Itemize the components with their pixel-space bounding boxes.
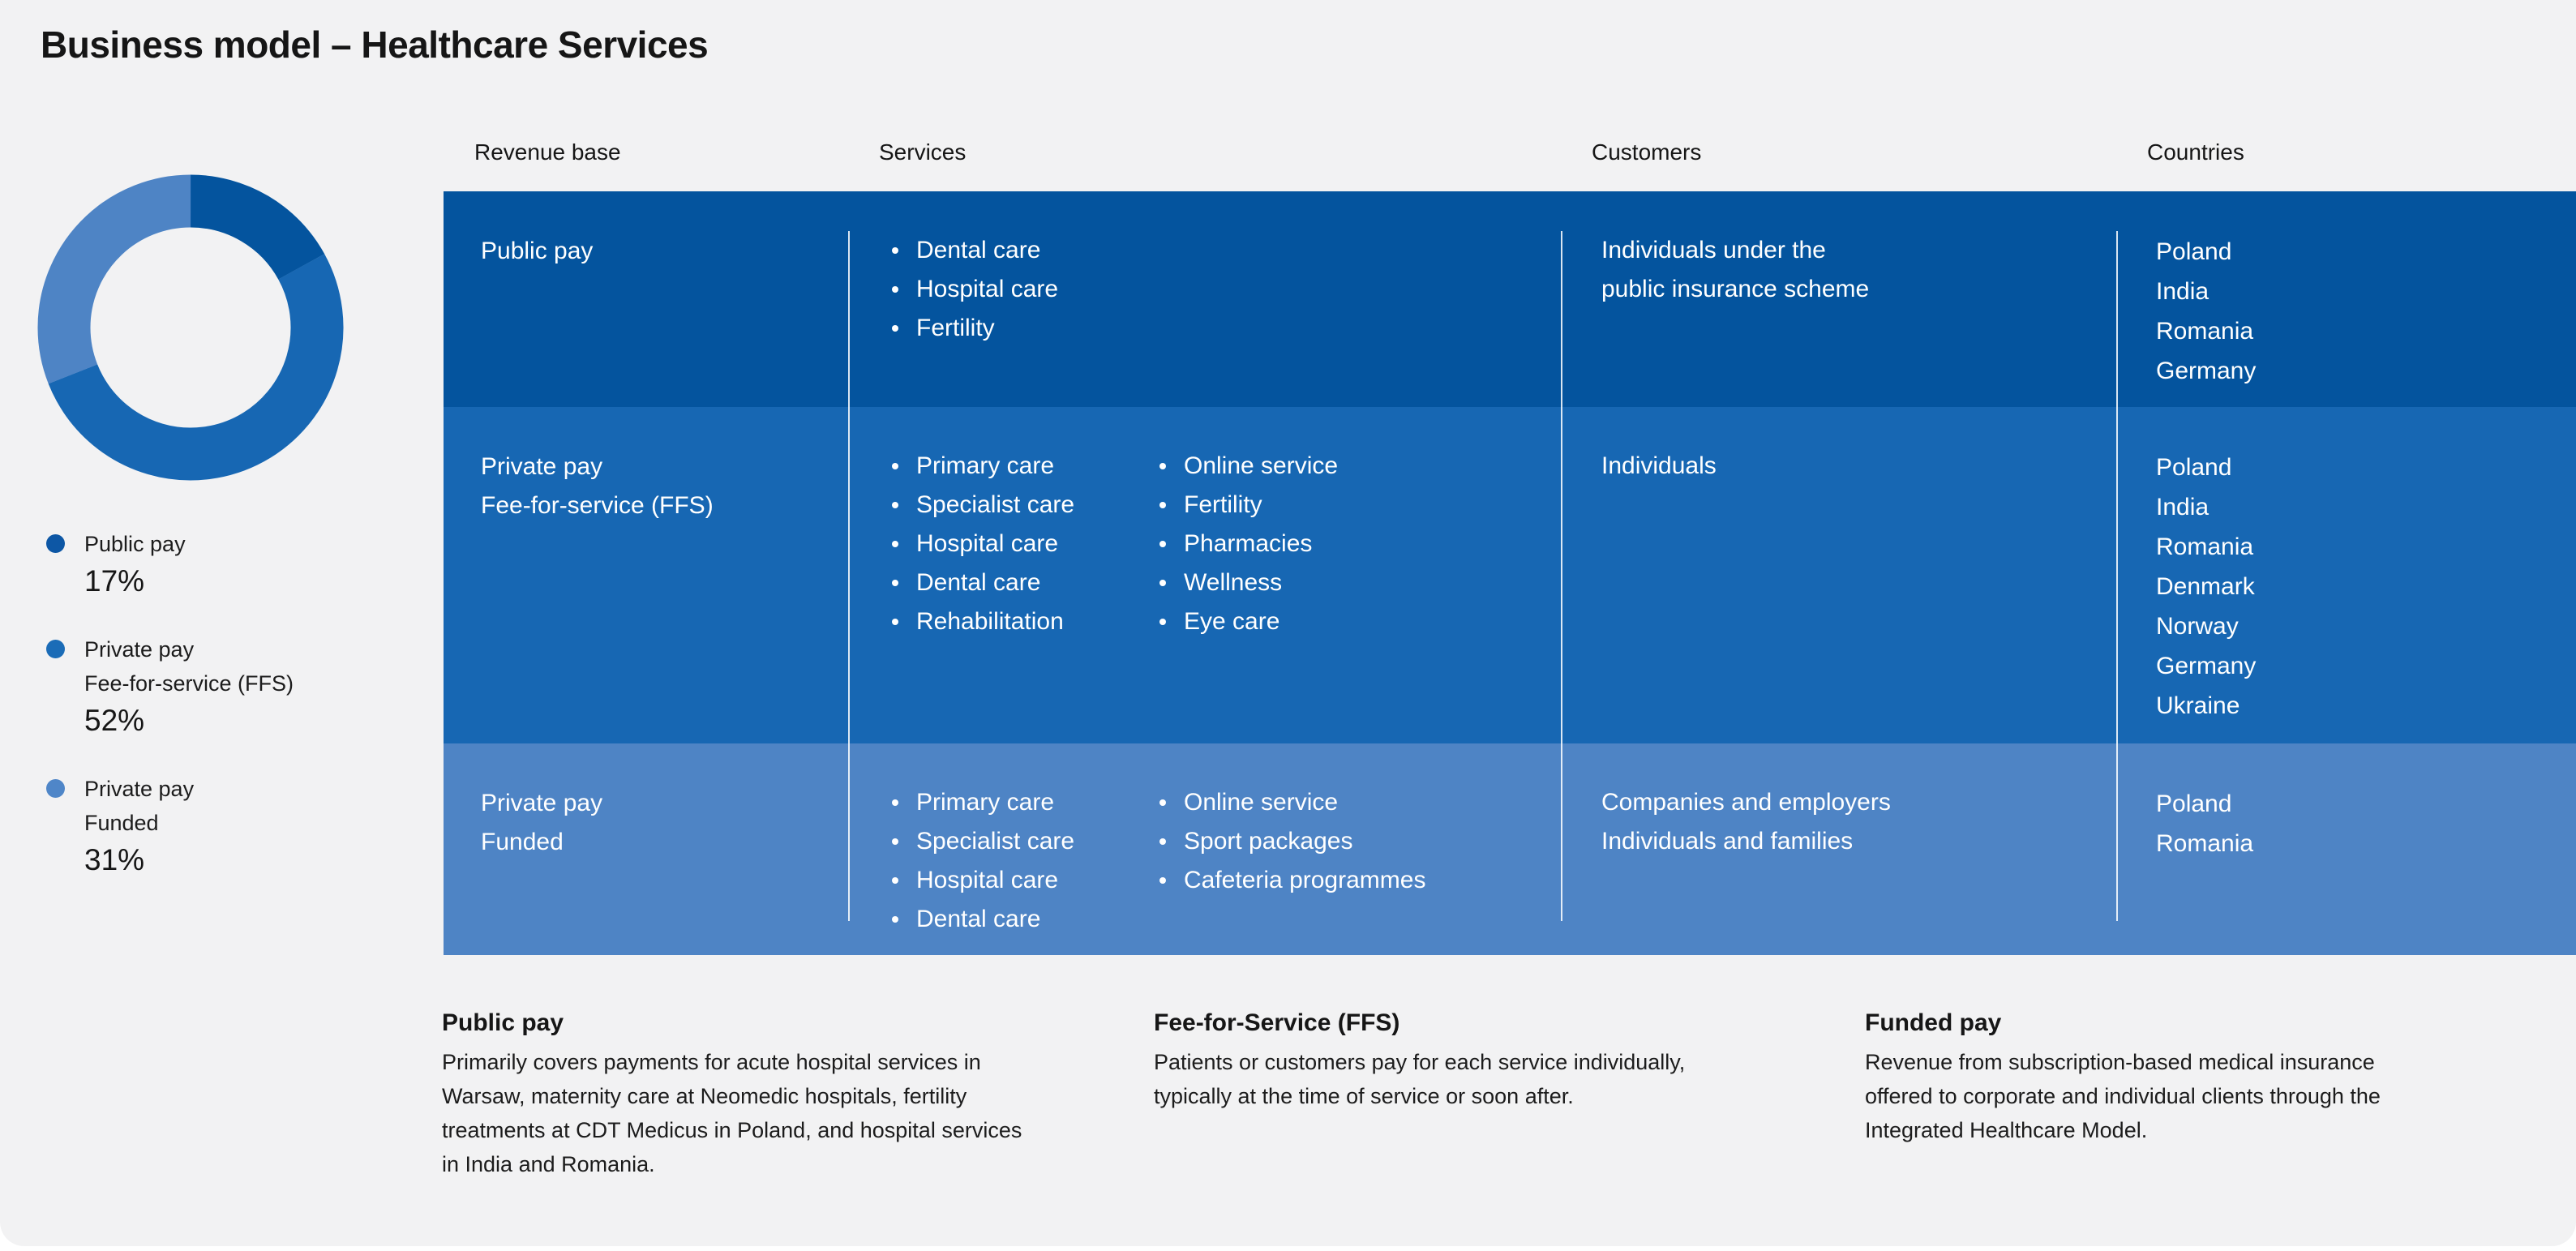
column-divider (848, 231, 850, 921)
services-cell: Primary care Specialist care Hospital ca… (848, 407, 1561, 743)
country-item: Romania (2156, 533, 2254, 560)
table-header-row: Revenue base Services Customers Countrie… (444, 139, 2576, 165)
services-cell: Dental care Hospital care Fertility (848, 191, 1561, 407)
country-item: Romania (2156, 830, 2254, 857)
service-item: Sport packages (1158, 822, 1425, 861)
revenue-base-cell: Private pay Funded (481, 790, 603, 855)
services-list: Dental care Hospital care Fertility (890, 231, 1158, 407)
service-item: Online service (1158, 783, 1425, 822)
legend-label: Public pay (84, 532, 186, 556)
donut-legend: Public pay 17% Private pay Fee-for-servi… (46, 527, 294, 879)
donut-chart-svg (37, 174, 344, 481)
countries-cell: Poland Romania (2116, 743, 2576, 955)
legend-label: Private pay Fee-for-service (FFS) (84, 637, 294, 696)
country-item: Ukraine (2156, 692, 2240, 719)
country-item: Romania (2156, 318, 2254, 345)
legend-item-private-funded: Private pay Funded 31% (46, 772, 294, 879)
service-item: Online service (1158, 447, 1338, 486)
column-header-countries: Countries (2147, 139, 2244, 165)
services-cell: Primary care Specialist care Hospital ca… (848, 743, 1561, 955)
legend-dot-public-pay (46, 534, 65, 553)
service-item: Hospital care (890, 525, 1158, 563)
customers-cell: Companies and employers Individuals and … (1601, 789, 1891, 855)
note-public-pay: Public pay Primarily covers payments for… (442, 1008, 1115, 1181)
legend-dot-private-ffs (46, 640, 65, 658)
legend-value: 17% (84, 564, 145, 598)
countries-list: Poland India Romania Germany (2156, 232, 2576, 391)
service-item: Eye care (1158, 602, 1338, 641)
customers-cell: Individuals under the public insurance s… (1601, 237, 1870, 302)
countries-list: Poland Romania (2156, 784, 2576, 863)
country-item: Poland (2156, 454, 2232, 481)
customers-cell: Individuals (1601, 452, 1717, 479)
service-item: Hospital care (890, 270, 1158, 309)
country-item: India (2156, 278, 2210, 305)
country-item: Poland (2156, 238, 2232, 265)
note-heading: Funded pay (1865, 1009, 2002, 1036)
note-body: Primarily covers payments for acute hosp… (442, 1050, 1022, 1176)
legend-value: 52% (84, 704, 145, 737)
note-heading: Public pay (442, 1009, 564, 1036)
legend-value: 31% (84, 843, 145, 876)
revenue-base-cell: Public pay (481, 238, 594, 264)
service-item: Rehabilitation (890, 602, 1158, 641)
service-item: Fertility (890, 309, 1158, 348)
country-item: Norway (2156, 613, 2239, 640)
legend-label: Private pay Funded (84, 777, 195, 835)
services-list-secondary: Online service Sport packages Cafeteria … (1158, 783, 1425, 955)
legend-item-public-pay: Public pay 17% (46, 527, 294, 600)
services-list-secondary: Online service Fertility Pharmacies Well… (1158, 447, 1338, 743)
services-list: Primary care Specialist care Hospital ca… (890, 783, 1158, 955)
revenue-donut-chart (36, 174, 345, 482)
donut-segment (37, 174, 344, 481)
note-fee-for-service: Fee-for-Service (FFS) Patients or custom… (1154, 1008, 1802, 1113)
service-item: Cafeteria programmes (1158, 861, 1425, 900)
country-item: India (2156, 494, 2210, 521)
column-header-customers: Customers (1592, 139, 1702, 165)
note-body: Patients or customers pay for each servi… (1154, 1050, 1686, 1108)
service-item: Dental care (890, 563, 1158, 602)
service-item: Specialist care (890, 486, 1158, 525)
table-row-private-funded: Private pay Funded Primary care Speciali… (444, 743, 2576, 955)
service-item: Dental care (890, 231, 1158, 270)
country-item: Denmark (2156, 573, 2255, 600)
countries-list: Poland India Romania Denmark Norway Germ… (2156, 448, 2576, 726)
countries-cell: Poland India Romania Germany (2116, 191, 2576, 407)
legend-dot-private-funded (46, 779, 65, 798)
service-item: Dental care (890, 900, 1158, 939)
country-item: Germany (2156, 358, 2257, 384)
note-body: Revenue from subscription-based medical … (1865, 1050, 2381, 1142)
column-divider (2116, 231, 2118, 921)
table-row-public-pay: Public pay Dental care Hospital care Fer… (444, 191, 2576, 407)
service-item: Primary care (890, 447, 1158, 486)
column-divider (1561, 231, 1562, 921)
service-item: Wellness (1158, 563, 1338, 602)
service-item: Hospital care (890, 861, 1158, 900)
column-header-services: Services (879, 139, 967, 165)
service-item: Pharmacies (1158, 525, 1338, 563)
page-title: Business model – Healthcare Services (41, 24, 709, 66)
service-item: Fertility (1158, 486, 1338, 525)
business-model-table: Public pay Dental care Hospital care Fer… (444, 191, 2576, 955)
country-item: Poland (2156, 790, 2232, 817)
service-item: Primary care (890, 783, 1158, 822)
table-row-private-ffs: Private pay Fee-for-service (FFS) Primar… (444, 407, 2576, 743)
note-heading: Fee-for-Service (FFS) (1154, 1009, 1400, 1036)
country-item: Germany (2156, 653, 2257, 679)
countries-cell: Poland India Romania Denmark Norway Germ… (2116, 407, 2576, 743)
column-header-revenue-base: Revenue base (474, 139, 621, 165)
note-funded-pay: Funded pay Revenue from subscription-bas… (1865, 1008, 2522, 1147)
service-item: Specialist care (890, 822, 1158, 861)
revenue-base-cell: Private pay Fee-for-service (FFS) (481, 453, 714, 519)
legend-item-private-ffs: Private pay Fee-for-service (FFS) 52% (46, 632, 294, 739)
services-list: Primary care Specialist care Hospital ca… (890, 447, 1158, 743)
